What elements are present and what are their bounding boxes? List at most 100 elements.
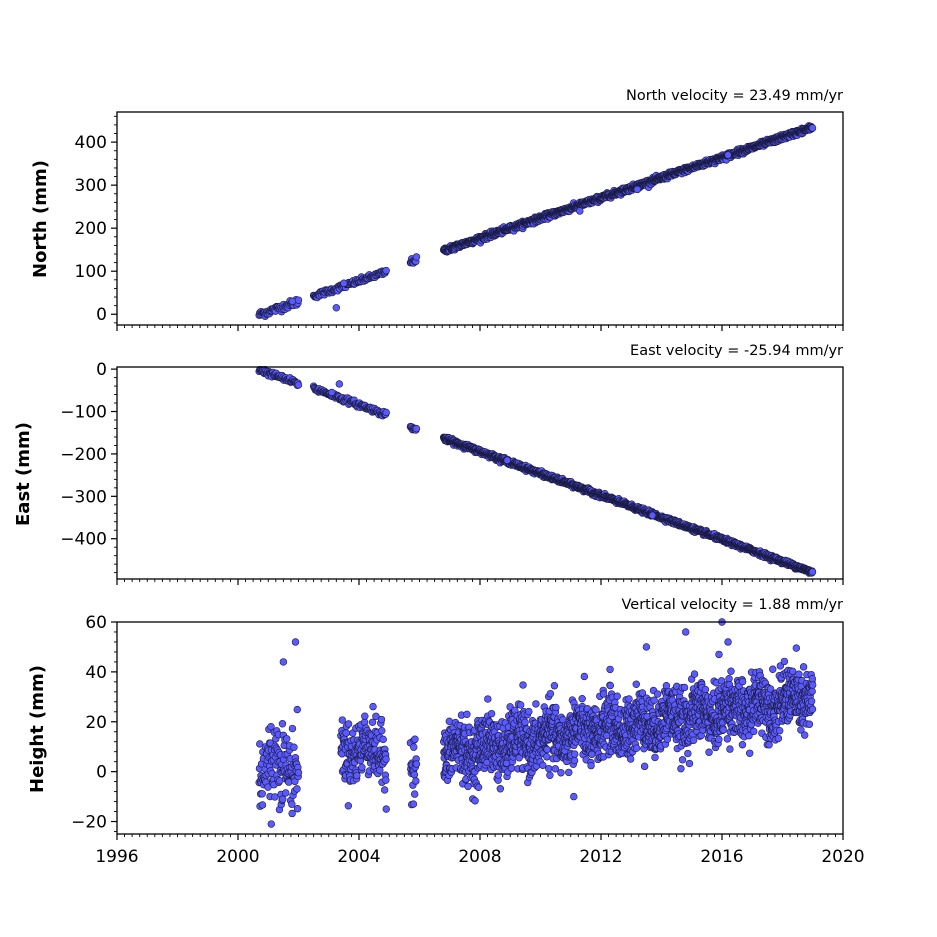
data-point — [410, 790, 419, 798]
data-point — [379, 735, 387, 744]
outlier-point — [332, 304, 341, 312]
data-point — [344, 802, 353, 810]
data-point — [519, 681, 527, 689]
data-point — [279, 795, 287, 803]
data-point — [411, 735, 419, 743]
east-y-ticks: 0−100−200−300−400 — [60, 360, 117, 574]
data-point — [342, 729, 350, 737]
data-point — [293, 804, 302, 813]
outlier-point — [724, 151, 732, 159]
data-point — [412, 777, 420, 785]
data-point — [294, 296, 303, 304]
east-x-ticks — [116, 579, 844, 585]
data-point — [494, 771, 503, 779]
data-point — [378, 726, 386, 735]
data-point — [294, 768, 303, 777]
outlier-point — [288, 297, 297, 306]
data-point — [288, 724, 297, 733]
outlier-point — [328, 388, 336, 397]
outlier-point — [340, 279, 348, 287]
data-point — [369, 702, 377, 711]
y-tick-label: 200 — [75, 219, 107, 239]
data-point — [382, 408, 390, 417]
data-point — [580, 672, 589, 681]
y-tick-label: −100 — [60, 403, 107, 423]
y-tick-label: 400 — [75, 133, 107, 153]
data-point — [353, 771, 361, 780]
data-point — [288, 800, 296, 808]
data-point — [382, 266, 390, 275]
data-point — [293, 705, 301, 714]
data-point — [377, 715, 386, 724]
data-point — [412, 424, 421, 433]
north-points — [255, 122, 817, 320]
outlier-point — [648, 511, 657, 520]
data-point — [412, 253, 421, 261]
data-point — [290, 743, 298, 751]
data-point — [361, 712, 369, 720]
data-point — [278, 720, 287, 728]
data-point — [543, 745, 551, 754]
data-point — [496, 785, 505, 793]
data-point — [358, 763, 366, 771]
y-tick-label: −200 — [60, 445, 107, 465]
east-velocity-label: East velocity = -25.94 mm/yr — [630, 343, 843, 359]
data-point — [545, 764, 553, 773]
outlier-point — [633, 185, 641, 194]
data-point — [258, 801, 267, 809]
data-point — [552, 703, 560, 712]
y-tick-label: −400 — [60, 530, 107, 550]
data-point — [463, 710, 471, 719]
data-point — [487, 709, 496, 718]
data-point — [571, 750, 579, 758]
data-point — [294, 381, 303, 389]
data-point — [484, 695, 492, 703]
data-point — [293, 785, 301, 793]
data-point — [543, 753, 551, 761]
y-tick-label: 300 — [75, 176, 107, 196]
data-point — [338, 716, 346, 724]
data-point — [587, 761, 595, 770]
outlier-point — [335, 380, 344, 388]
outlier-point — [576, 207, 584, 215]
data-point — [565, 768, 573, 777]
data-point — [516, 701, 525, 709]
data-point — [471, 797, 479, 805]
data-point — [539, 761, 547, 770]
east-axis-label: East (mm) — [13, 422, 34, 526]
data-point — [606, 681, 615, 690]
data-point — [410, 771, 419, 779]
data-point — [546, 771, 554, 779]
east-points — [255, 365, 817, 577]
data-point — [592, 706, 600, 714]
data-point — [382, 776, 390, 784]
data-point — [283, 735, 291, 743]
data-point — [412, 760, 421, 768]
data-point — [288, 809, 296, 818]
data-point — [808, 568, 817, 576]
data-point — [599, 690, 608, 698]
data-point — [368, 718, 377, 726]
data-point — [282, 789, 290, 797]
data-point — [258, 790, 266, 798]
data-point — [557, 769, 565, 777]
east-panel: 0−100−200−300−400 East velocity = -25.94… — [13, 343, 844, 585]
data-point — [507, 764, 516, 772]
north-x-ticks — [116, 325, 844, 331]
data-point — [382, 755, 390, 763]
data-point — [380, 786, 389, 794]
data-point — [525, 707, 533, 716]
y-tick-label: 0 — [96, 360, 107, 380]
data-point — [521, 718, 529, 727]
data-point — [532, 700, 540, 708]
data-point — [344, 720, 353, 728]
y-tick-label: 100 — [75, 262, 107, 282]
data-point — [578, 694, 586, 703]
data-point — [445, 717, 454, 726]
data-point — [474, 783, 483, 792]
vertical-points — [255, 618, 817, 828]
data-point — [808, 124, 817, 132]
